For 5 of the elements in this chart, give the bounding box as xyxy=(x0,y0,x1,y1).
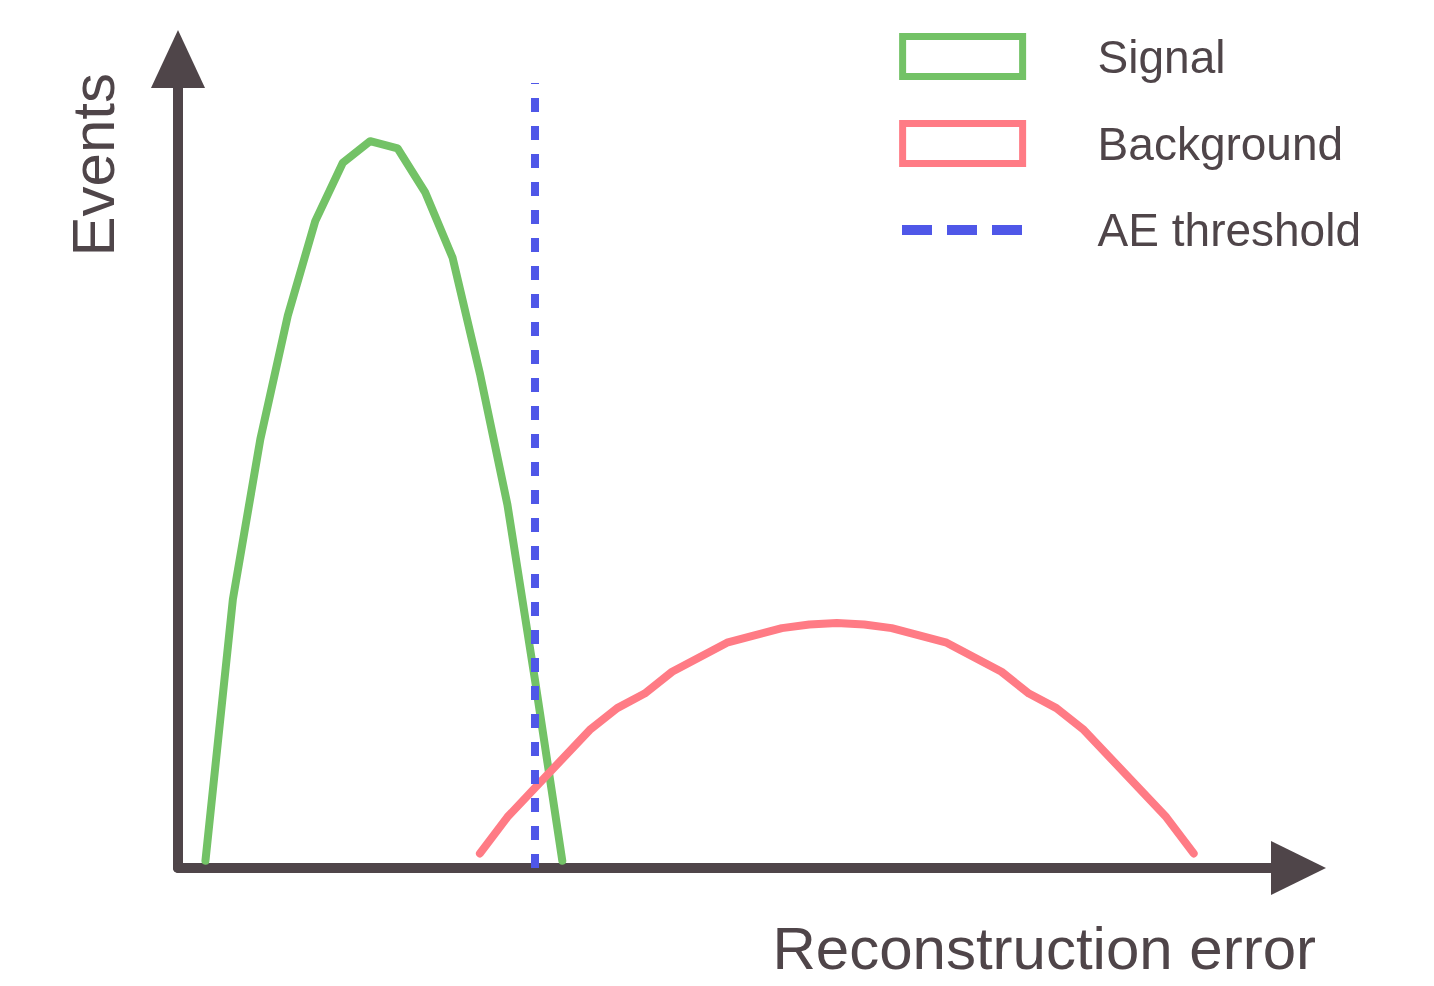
legend-label: Background xyxy=(1097,117,1344,170)
text: AE threshold xyxy=(1097,204,1362,256)
y-axis-title: Events xyxy=(59,73,127,257)
legend-label: Signal xyxy=(1097,30,1226,83)
x-axis-title: Reconstruction error xyxy=(772,914,1316,982)
